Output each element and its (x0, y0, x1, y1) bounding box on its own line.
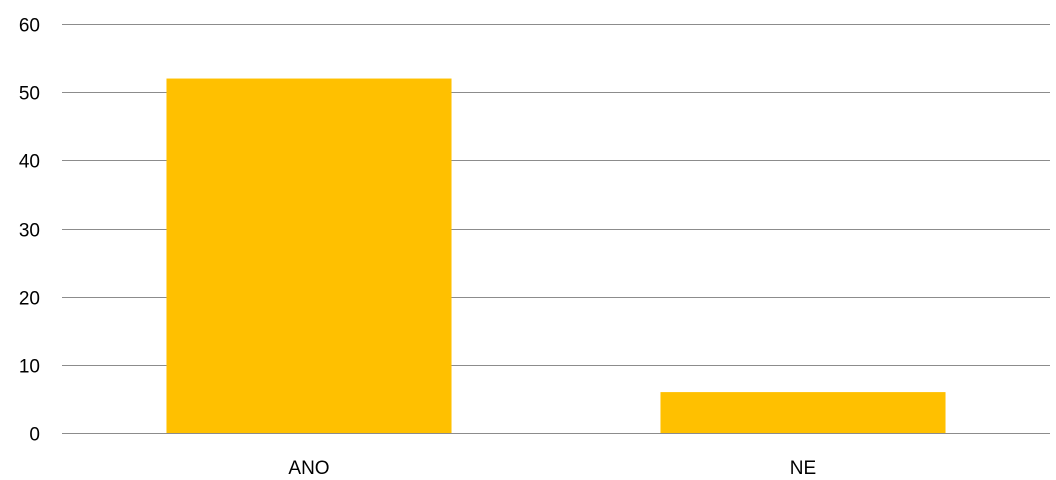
bars (166, 79, 945, 433)
y-tick-label: 10 (19, 357, 40, 378)
x-category-label: NE (790, 458, 816, 479)
y-tick-label: 20 (19, 289, 40, 310)
bar-ano (166, 79, 451, 433)
x-axis-category-labels: ANO NE (288, 458, 816, 479)
y-tick-label: 40 (19, 152, 40, 173)
y-tick-label: 30 (19, 221, 40, 242)
x-category-label: ANO (288, 458, 329, 479)
y-tick-label: 0 (29, 425, 40, 446)
y-tick-label: 50 (19, 84, 40, 105)
y-axis-tick-labels: 0 10 20 30 40 50 60 (19, 16, 40, 446)
y-tick-label: 60 (19, 16, 40, 37)
bar-ne (660, 392, 945, 433)
